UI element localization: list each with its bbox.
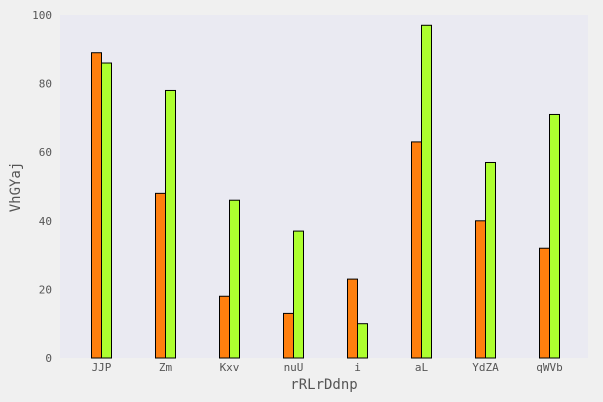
bar-JJP-series1: [91, 52, 102, 359]
y-tick-label: 0: [45, 352, 52, 365]
bar-Kxv-series1: [219, 295, 230, 359]
y-axis-ticks: 0 20 40 60 80 100: [32, 9, 52, 365]
x-axis-label: rRLrDdnp: [290, 377, 357, 393]
x-tick-label: nuU: [284, 361, 304, 374]
bars-group: [91, 24, 560, 359]
bar-i-series2: [357, 323, 368, 359]
y-tick-label: 60: [39, 146, 52, 159]
bar-aL-series1: [411, 141, 422, 359]
y-tick-label: 80: [39, 78, 52, 91]
bar-JJP-series2: [101, 62, 112, 359]
bar-aL-series2: [421, 24, 432, 359]
bar-YdZA-series2: [485, 161, 496, 359]
bar-nuU-series2: [293, 230, 304, 359]
bar-qWVb-series1: [539, 247, 550, 359]
bar-nuU-series1: [283, 312, 294, 359]
bar-Zm-series2: [165, 89, 176, 359]
bar-qWVb-series2: [549, 113, 560, 359]
x-tick-label: Zm: [159, 361, 173, 374]
bar-i-series1: [347, 278, 358, 359]
x-tick-label: qWVb: [536, 361, 563, 374]
x-axis-ticks: JJP Zm Kxv nuU i aL YdZA qWVb: [92, 361, 563, 374]
y-tick-label: 20: [39, 283, 52, 296]
x-tick-label: Kxv: [220, 361, 240, 374]
bar-YdZA-series1: [475, 220, 486, 359]
x-tick-label: i: [354, 361, 361, 374]
x-tick-label: YdZA: [472, 361, 499, 374]
bar-Zm-series1: [155, 192, 166, 359]
bar-Kxv-series2: [229, 199, 240, 359]
y-tick-label: 100: [32, 9, 52, 22]
plot-area: [60, 15, 588, 358]
y-tick-label: 40: [39, 215, 52, 228]
x-tick-label: JJP: [92, 361, 112, 374]
x-tick-label: aL: [415, 361, 429, 374]
y-axis-label: VhGYaj: [8, 162, 24, 213]
